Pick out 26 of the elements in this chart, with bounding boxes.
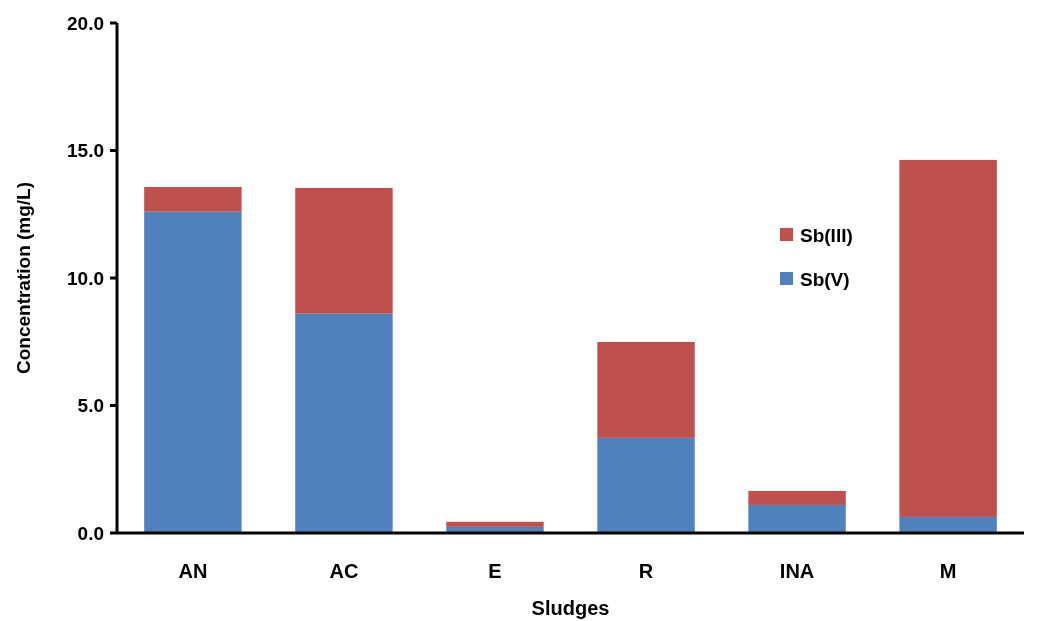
x-tick-label: R [638, 560, 654, 582]
bar [899, 516, 997, 533]
legend-label: Sb(III) [800, 224, 853, 246]
bar [144, 211, 242, 533]
bar [899, 159, 997, 517]
y-tick-label: 15.0 [67, 140, 104, 162]
bar [446, 521, 544, 527]
bar [748, 504, 846, 533]
x-tick-label: AC [329, 560, 359, 582]
x-tick-label: E [488, 560, 502, 582]
bar [295, 313, 393, 533]
bar [748, 490, 846, 505]
y-tick-label: 10.0 [67, 267, 104, 289]
x-tick-label: INA [779, 560, 815, 582]
bar [597, 437, 695, 533]
y-axis-title: Concentration (mg/L) [13, 181, 34, 375]
bar [295, 187, 393, 314]
x-tick-label: M [939, 560, 957, 582]
y-tick-label: 0.0 [77, 522, 104, 544]
bar [144, 186, 242, 212]
legend-label: Sb(V) [800, 268, 850, 290]
x-tick-label: AN [178, 560, 208, 582]
x-axis-title: Sludges [531, 597, 610, 619]
bar [597, 342, 695, 438]
y-tick-label: 20.0 [67, 12, 104, 34]
y-tick-label: 5.0 [77, 395, 104, 417]
